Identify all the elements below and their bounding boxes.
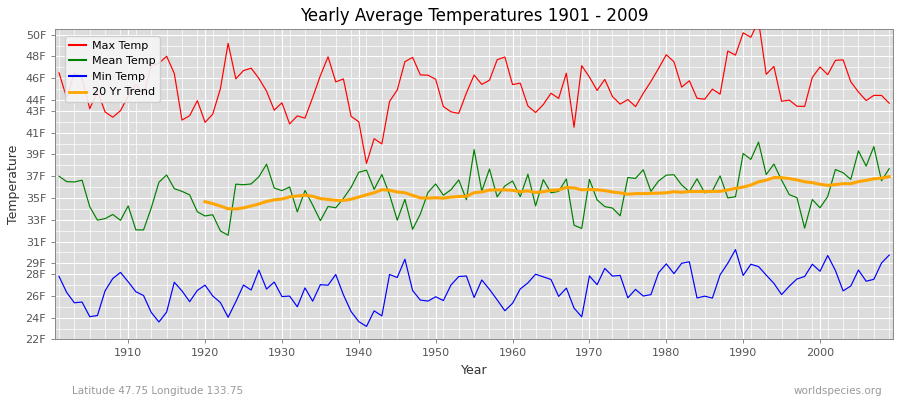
X-axis label: Year: Year	[461, 364, 488, 377]
Title: Yearly Average Temperatures 1901 - 2009: Yearly Average Temperatures 1901 - 2009	[300, 7, 648, 25]
Text: Latitude 47.75 Longitude 133.75: Latitude 47.75 Longitude 133.75	[72, 386, 243, 396]
Text: worldspecies.org: worldspecies.org	[794, 386, 882, 396]
Legend: Max Temp, Mean Temp, Min Temp, 20 Yr Trend: Max Temp, Mean Temp, Min Temp, 20 Yr Tre…	[65, 36, 159, 102]
Y-axis label: Temperature: Temperature	[7, 145, 20, 224]
